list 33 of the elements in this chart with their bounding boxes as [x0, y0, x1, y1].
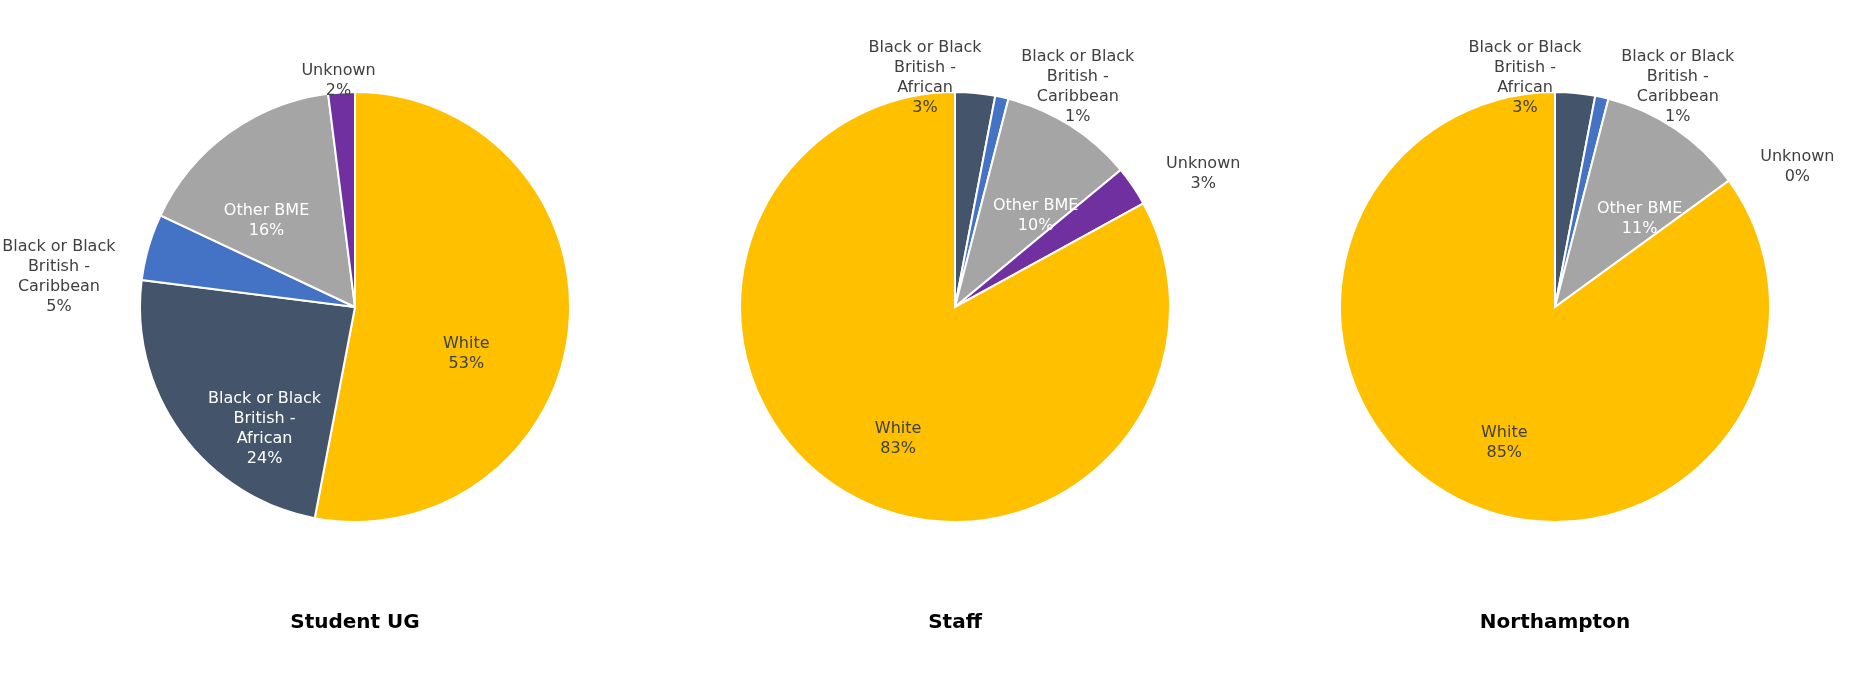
slice-label: Other BME [992, 194, 1079, 214]
slice-label: Unknown [1166, 153, 1241, 173]
data-label: 85% [1486, 441, 1523, 461]
data-label: 2% [325, 80, 352, 100]
category-label: Unknown [1760, 145, 1835, 165]
slice-label: Black or Black British - Caribbean [1621, 46, 1736, 106]
slice-label: Other BME [223, 200, 310, 220]
slice-label: Black or Black British - African [1468, 36, 1583, 96]
data-label: 53% [448, 352, 485, 372]
text: 0% [1784, 165, 1811, 185]
text: Staff [928, 609, 983, 633]
slice-label: Black or Black British - African [868, 36, 983, 96]
text: Northampton [1479, 609, 1631, 633]
data-label: 5% [46, 295, 72, 315]
data-label: 24% [246, 447, 283, 467]
data-label: 3% [1190, 173, 1216, 193]
slice-label: White [1480, 421, 1528, 441]
data-label: 11% [1621, 217, 1658, 237]
data-label: 83% [880, 438, 916, 458]
slice-label: White [874, 418, 922, 438]
slice-label: Other BME [1596, 197, 1683, 217]
text: Student UG [290, 609, 420, 633]
slice-label: Unknown [301, 60, 376, 80]
data-label: 3% [1512, 96, 1538, 116]
slice-label: Black or Black British - African [207, 387, 322, 447]
data-label: 10% [1017, 214, 1054, 234]
data-label: 16% [248, 220, 285, 240]
data-label: 1% [1665, 106, 1691, 126]
slice-label: Black or Black British - Caribbean [2, 235, 117, 295]
slice-label: White [443, 332, 490, 352]
slice-label: Black or Black British - Caribbean [1021, 46, 1136, 106]
data-label: 1% [1065, 106, 1091, 126]
data-label: 3% [912, 96, 938, 116]
